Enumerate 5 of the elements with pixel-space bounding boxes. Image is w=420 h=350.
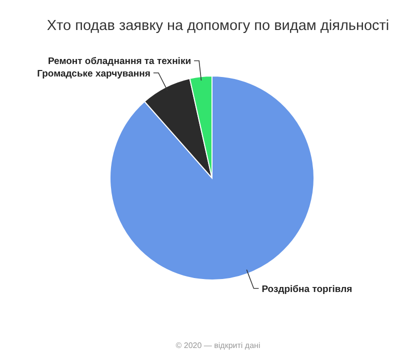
text: © 2020 — відкриті дані xyxy=(176,341,260,350)
slice-label: Ремонт обладнання та техніки xyxy=(48,56,192,68)
chart-title: Хто подав заявку на допомогу по видам діяльності xyxy=(46,18,390,34)
slice-label: Громадське харчування xyxy=(37,68,150,80)
slice-label: Роздрібна торгівля xyxy=(262,284,352,295)
